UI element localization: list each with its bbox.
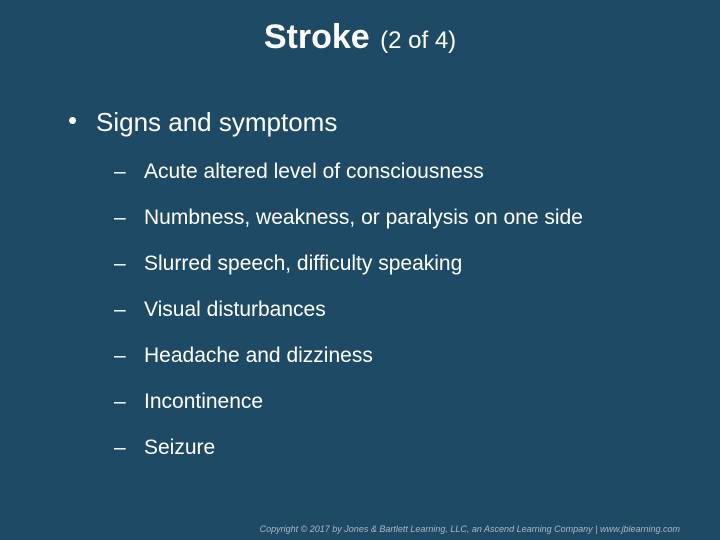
list-item: Slurred speech, difficulty speaking — [114, 252, 680, 276]
slide-title-sub: (2 of 4) — [380, 27, 456, 54]
sub-bullet-list: Acute altered level of consciousness Num… — [68, 160, 680, 460]
list-item: Seizure — [114, 436, 680, 460]
list-item: Headache and dizziness — [114, 344, 680, 368]
title-row: Stroke (2 of 4) — [40, 18, 680, 57]
list-item: Visual disturbances — [114, 298, 680, 322]
copyright-footer: Copyright © 2017 by Jones & Bartlett Lea… — [260, 524, 680, 534]
list-item: Incontinence — [114, 390, 680, 414]
slide-container: Stroke (2 of 4) Signs and symptoms Acute… — [0, 0, 720, 540]
list-item: Numbness, weakness, or paralysis on one … — [114, 206, 680, 230]
list-item: Acute altered level of consciousness — [114, 160, 680, 184]
bullet-heading: Signs and symptoms — [68, 107, 680, 138]
slide-title-main: Stroke — [264, 18, 370, 56]
slide-body: Signs and symptoms Acute altered level o… — [40, 107, 680, 460]
